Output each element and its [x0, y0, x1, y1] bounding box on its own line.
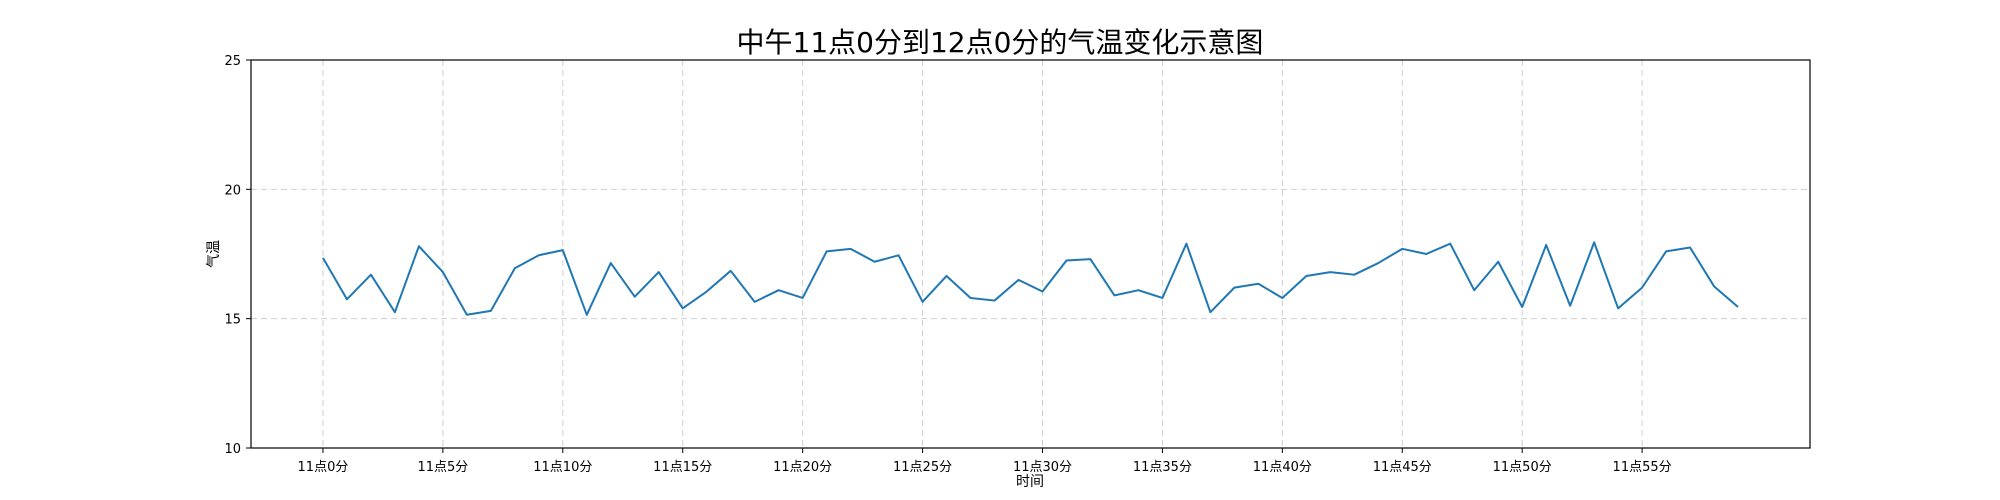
y-tick-label: 10 [224, 442, 241, 457]
ticks: 11点0分 11点5分 11点10分 11点15分 11点20分 11点25分 11点30分… [224, 54, 1671, 475]
y-tick-label: 20 [224, 183, 241, 198]
x-tick-label: 11点5分 [417, 460, 468, 475]
x-tick-label: 11点30分 [1013, 460, 1072, 475]
y-tick-label: 15 [224, 313, 241, 328]
x-tick-label: 11点45分 [1373, 460, 1432, 475]
x-tick-label: 11点50分 [1493, 460, 1552, 475]
x-tick-label: 11点15分 [653, 460, 712, 475]
x-tick-label: 11点10分 [533, 460, 592, 475]
x-tick-label: 11点20分 [773, 460, 832, 475]
grid [251, 59, 1810, 449]
chart-title: 中午11点0分到12点0分的气温变化示意图 [737, 26, 1264, 59]
y-axis-label: 气温 [206, 240, 222, 268]
x-tick-label: 11点25分 [893, 460, 952, 475]
y-tick-label: 25 [224, 54, 241, 69]
x-tick-label: 11点40分 [1253, 460, 1312, 475]
x-axis-label: 时间 [1016, 474, 1044, 490]
x-tick-label: 11点55分 [1613, 460, 1672, 475]
plot-frame [250, 59, 1811, 449]
series-line [322, 241, 1739, 316]
x-tick-label: 11点35分 [1133, 460, 1192, 475]
x-tick-label: 11点0分 [298, 460, 349, 475]
series-group [322, 241, 1739, 316]
